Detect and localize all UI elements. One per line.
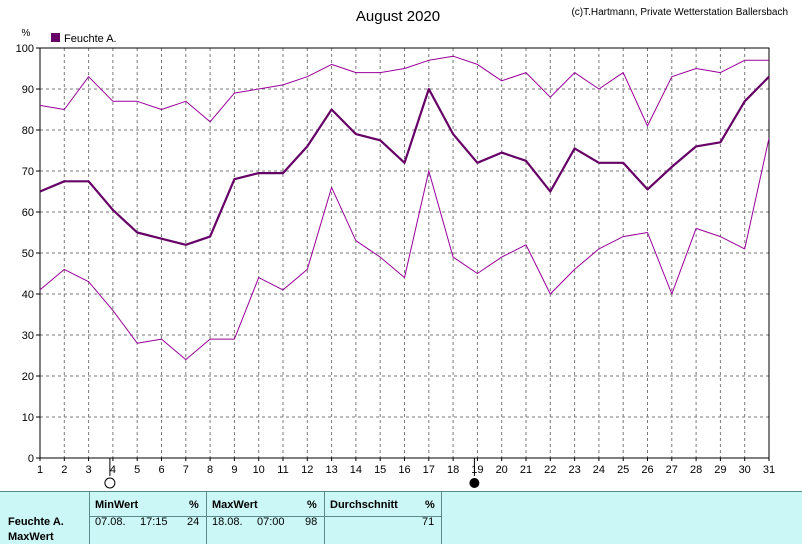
min-unit: % bbox=[189, 499, 199, 511]
y-tick-label: 10 bbox=[22, 412, 34, 424]
x-tick-label: 4 bbox=[110, 464, 116, 476]
min-value: 24 bbox=[187, 516, 200, 528]
y-tick-label: 20 bbox=[22, 371, 34, 383]
column-divider bbox=[89, 492, 90, 544]
moon-phases bbox=[104, 458, 480, 489]
series bbox=[39, 55, 770, 361]
x-tick-label: 24 bbox=[593, 464, 605, 476]
x-tick-label: 12 bbox=[301, 464, 313, 476]
min-date: 07.08. bbox=[95, 516, 126, 528]
max-time: 07:00 bbox=[257, 516, 285, 528]
y-tick-label: 70 bbox=[22, 166, 34, 178]
x-tick-label: 22 bbox=[544, 464, 556, 476]
x-tick-label: 14 bbox=[350, 464, 362, 476]
row-type: MaxWert bbox=[8, 531, 54, 543]
y-tick-label: 50 bbox=[22, 248, 34, 260]
x-tick-label: 16 bbox=[398, 464, 410, 476]
y-tick-label: 40 bbox=[22, 289, 34, 301]
avg-value: 71 bbox=[422, 516, 435, 528]
legend-swatch bbox=[51, 33, 60, 42]
x-tick-label: 15 bbox=[374, 464, 386, 476]
chart: August 2020 (c)T.Hartmann, Private Wette… bbox=[16, 7, 788, 489]
new-moon-icon bbox=[469, 478, 480, 488]
y-tick-label: 80 bbox=[22, 125, 34, 137]
x-tick-label: 29 bbox=[714, 464, 726, 476]
x-tick-label: 18 bbox=[447, 464, 459, 476]
header-divider bbox=[89, 516, 441, 517]
statistics-panel: MinWert % MaxWert % Durchschnitt % Feuch… bbox=[0, 491, 802, 544]
x-tick-label: 6 bbox=[158, 464, 164, 476]
column-divider bbox=[324, 492, 325, 544]
y-tick-label: 30 bbox=[22, 330, 34, 342]
x-tick-label: 1 bbox=[37, 464, 43, 476]
x-tick-label: 20 bbox=[496, 464, 508, 476]
x-axis-ticks: 1 2 3 4 5 6 7 8 9 10 11 12 13 14 15 16 17 18 19 20 21 22 23 24 2… bbox=[37, 458, 775, 476]
min-header: MinWert bbox=[95, 499, 139, 511]
x-tick-label: 17 bbox=[423, 464, 435, 476]
x-tick-label: 8 bbox=[207, 464, 213, 476]
x-tick-label: 9 bbox=[231, 464, 237, 476]
row-label: Feuchte A. bbox=[8, 516, 64, 528]
y-tick-label: 0 bbox=[28, 453, 34, 465]
y-tick-label: 60 bbox=[22, 207, 34, 219]
x-tick-label: 21 bbox=[520, 464, 532, 476]
x-tick-label: 19 bbox=[471, 464, 483, 476]
x-tick-label: 28 bbox=[690, 464, 702, 476]
x-tick-label: 7 bbox=[183, 464, 189, 476]
y-axis-ticks: 0 10 20 30 40 50 60 70 80 90 100 bbox=[16, 43, 40, 465]
x-tick-label: 2 bbox=[61, 464, 67, 476]
legend: Feuchte A. bbox=[51, 33, 117, 45]
x-tick-label: 31 bbox=[763, 464, 775, 476]
min-time: 17:15 bbox=[140, 516, 168, 528]
column-divider bbox=[206, 492, 207, 544]
x-tick-label: 23 bbox=[568, 464, 580, 476]
y-tick-label: 100 bbox=[16, 43, 34, 55]
avg-unit: % bbox=[425, 499, 435, 511]
max-value: 98 bbox=[305, 516, 318, 528]
copyright-note: (c)T.Hartmann, Private Wetterstation Bal… bbox=[571, 7, 788, 18]
chart-title: August 2020 bbox=[356, 8, 440, 25]
x-tick-label: 13 bbox=[325, 464, 337, 476]
full-moon-icon bbox=[104, 477, 116, 489]
x-tick-label: 5 bbox=[134, 464, 140, 476]
x-tick-label: 27 bbox=[666, 464, 678, 476]
x-tick-label: 3 bbox=[86, 464, 92, 476]
max-header: MaxWert bbox=[212, 499, 258, 511]
x-tick-label: 10 bbox=[253, 464, 265, 476]
series-line-max bbox=[39, 55, 769, 127]
column-divider bbox=[441, 492, 442, 544]
max-unit: % bbox=[307, 499, 317, 511]
grid bbox=[40, 48, 769, 458]
x-tick-label: 30 bbox=[739, 464, 751, 476]
max-date: 18.08. bbox=[212, 516, 243, 528]
series-line-min bbox=[39, 138, 770, 361]
series-line-mean bbox=[39, 75, 770, 246]
x-tick-label: 11 bbox=[277, 464, 288, 476]
y-tick-label: 90 bbox=[22, 84, 34, 96]
y-axis-unit: % bbox=[22, 28, 31, 39]
x-tick-label: 25 bbox=[617, 464, 629, 476]
avg-header: Durchschnitt bbox=[330, 499, 398, 511]
legend-label: Feuchte A. bbox=[64, 33, 117, 45]
x-tick-label: 26 bbox=[641, 464, 653, 476]
